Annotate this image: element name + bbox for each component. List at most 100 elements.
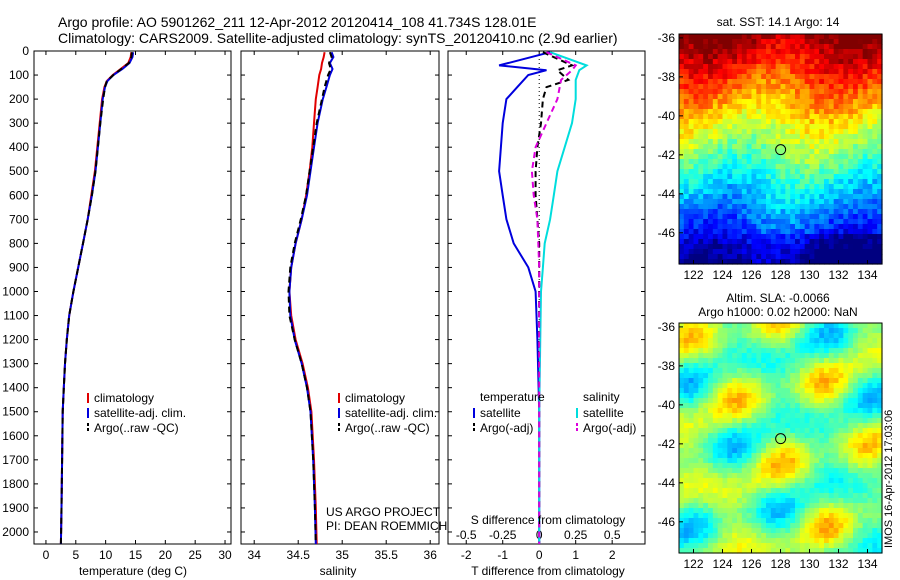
- heatmap-cell: [751, 323, 757, 329]
- heatmap-cell: [761, 533, 767, 539]
- heatmap-cell: [761, 229, 767, 235]
- heatmap-cell: [761, 388, 767, 394]
- heatmap-cell: [857, 189, 864, 195]
- heatmap-cell: [712, 129, 719, 135]
- heatmap-cell: [756, 34, 762, 40]
- heatmap-cell: [722, 438, 728, 444]
- heatmap-cell: [843, 109, 849, 115]
- heatmap-cell: [722, 498, 728, 504]
- heatmap-cell: [756, 548, 762, 554]
- heatmap-cell: [799, 114, 806, 120]
- heatmap-cell: [819, 398, 825, 404]
- heatmap-cell: [848, 478, 854, 484]
- heatmap-cell: [795, 54, 801, 60]
- heatmap-cell: [737, 348, 743, 354]
- heatmap-cell: [795, 189, 801, 195]
- imos-timestamp: IMOS 16-Apr-2012 17:03:06: [883, 410, 895, 548]
- heatmap-cell: [843, 154, 849, 160]
- heatmap-cell: [785, 378, 791, 384]
- heatmap-cell: [703, 538, 709, 544]
- heatmap-cell: [746, 114, 753, 120]
- heatmap-cell: [790, 493, 796, 499]
- heatmap-cell: [862, 418, 869, 424]
- map-y-tick-label: -40: [658, 398, 676, 412]
- heatmap-cell: [799, 443, 806, 449]
- heatmap-cell: [717, 428, 724, 434]
- heatmap-cell: [712, 89, 719, 95]
- heatmap-cell: [775, 244, 782, 250]
- heatmap-cell: [741, 229, 748, 235]
- heatmap-cell: [872, 548, 878, 554]
- heatmap-cell: [814, 348, 820, 354]
- heatmap-cell: [679, 179, 685, 185]
- heatmap-cell: [799, 408, 806, 414]
- heatmap-cell: [679, 513, 685, 519]
- heatmap-cell: [766, 209, 772, 215]
- heatmap-cell: [761, 179, 767, 185]
- heatmap-cell: [756, 543, 762, 549]
- heatmap-cell: [693, 498, 699, 504]
- heatmap-cell: [712, 109, 719, 115]
- heatmap-cell: [824, 388, 830, 394]
- heatmap-cell: [683, 523, 690, 529]
- heatmap-cell: [828, 159, 835, 165]
- heatmap-cell: [751, 154, 757, 160]
- heatmap-cell: [737, 468, 743, 474]
- heatmap-cell: [688, 433, 695, 439]
- heatmap-cell: [862, 443, 869, 449]
- heatmap-cell: [804, 343, 811, 349]
- heatmap-cell: [770, 184, 777, 190]
- heatmap-cell: [741, 254, 748, 260]
- heatmap-cell: [780, 468, 786, 474]
- heatmap-cell: [790, 418, 796, 424]
- heatmap-cell: [717, 548, 724, 554]
- heatmap-cell: [853, 244, 859, 250]
- heatmap-cell: [703, 179, 709, 185]
- heatmap-cell: [828, 378, 835, 384]
- heatmap-cell: [872, 234, 878, 240]
- heatmap-cell: [785, 483, 791, 489]
- heatmap-cell: [679, 393, 685, 399]
- heatmap-cell: [770, 408, 777, 414]
- heatmap-cell: [708, 423, 714, 429]
- heatmap-cell: [809, 34, 815, 40]
- heatmap-cell: [741, 388, 748, 394]
- heatmap-cell: [761, 89, 767, 95]
- heatmap-cell: [872, 49, 878, 55]
- heatmap-cell: [799, 89, 806, 95]
- heatmap-cell: [862, 513, 869, 519]
- heatmap-cell: [761, 383, 767, 389]
- heatmap-cell: [741, 548, 748, 554]
- heatmap-cell: [872, 498, 878, 504]
- heatmap-cell: [698, 503, 704, 509]
- heatmap-cell: [722, 44, 728, 50]
- heatmap-cell: [848, 323, 854, 329]
- heatmap-cell: [751, 538, 757, 544]
- heatmap-cell: [809, 154, 815, 160]
- heatmap-cell: [843, 219, 849, 225]
- heatmap-cell: [708, 84, 714, 90]
- heatmap-cell: [746, 224, 753, 230]
- heatmap-cell: [790, 433, 796, 439]
- heatmap-cell: [712, 323, 719, 329]
- heatmap-cell: [712, 74, 719, 80]
- heatmap-cell: [766, 403, 772, 409]
- heatmap-cell: [679, 249, 685, 255]
- heatmap-cell: [790, 348, 796, 354]
- heatmap-cell: [853, 74, 859, 80]
- heatmap-cell: [741, 473, 748, 479]
- t-difference-xlabel: T difference from climatology: [471, 564, 625, 578]
- heatmap-cell: [780, 353, 786, 359]
- heatmap-cell: [819, 513, 825, 519]
- heatmap-cell: [872, 149, 878, 155]
- heatmap-cell: [828, 54, 835, 60]
- heatmap-cell: [766, 393, 772, 399]
- heatmap-cell: [795, 214, 801, 220]
- heatmap-cell: [741, 89, 748, 95]
- heatmap-cell: [867, 328, 873, 334]
- heatmap-cell: [848, 378, 854, 384]
- heatmap-cell: [746, 124, 753, 130]
- heatmap-cell: [780, 478, 786, 484]
- heatmap-cell: [857, 403, 864, 409]
- heatmap-cell: [746, 343, 753, 349]
